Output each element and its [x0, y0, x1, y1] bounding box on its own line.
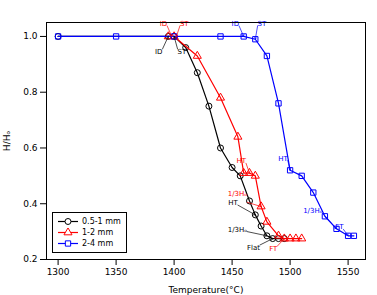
svg-text:0.6: 0.6 — [23, 143, 38, 153]
svg-text:1500: 1500 — [279, 267, 302, 277]
svg-text:HT: HT — [278, 155, 288, 163]
svg-text:1350: 1350 — [105, 267, 128, 277]
svg-text:1300: 1300 — [47, 267, 70, 277]
html-text:1-2 mm: 1-2 mm — [82, 228, 114, 237]
svg-text:1450: 1450 — [221, 267, 244, 277]
svg-text:ST: ST — [180, 20, 189, 28]
svg-text:Flat: Flat — [247, 244, 260, 252]
svg-text:Temperature(°C): Temperature(°C) — [168, 285, 244, 295]
svg-text:ID: ID — [232, 20, 239, 28]
svg-text:0.4: 0.4 — [23, 199, 38, 209]
svg-text:1/3Hₒ: 1/3Hₒ — [228, 190, 248, 198]
svg-text:1.0: 1.0 — [23, 31, 38, 41]
svg-text:HT: HT — [236, 157, 246, 165]
html-text:2-4 mm: 2-4 mm — [82, 239, 114, 248]
svg-text:1400: 1400 — [163, 267, 186, 277]
svg-text:1/3Hₒ: 1/3Hₒ — [303, 207, 323, 215]
html-text:0.5-1 mm: 0.5-1 mm — [82, 217, 121, 226]
svg-text:H/Hₒ: H/Hₒ — [2, 131, 12, 152]
svg-text:ST: ST — [178, 48, 187, 56]
svg-text:ST: ST — [258, 20, 267, 28]
svg-text:ID: ID — [155, 48, 162, 56]
svg-text:HT: HT — [228, 199, 238, 207]
svg-text:FT: FT — [335, 223, 344, 231]
svg-text:1/3Hₒ: 1/3Hₒ — [228, 226, 248, 234]
svg-text:ID: ID — [160, 20, 167, 28]
svg-text:1550: 1550 — [337, 267, 360, 277]
svg-text:FT: FT — [269, 245, 278, 253]
svg-text:0.2: 0.2 — [23, 254, 37, 264]
svg-text:0.8: 0.8 — [23, 87, 38, 97]
